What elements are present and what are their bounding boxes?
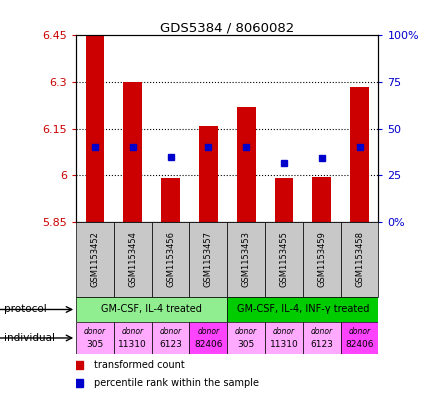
Text: 6123: 6123	[309, 340, 332, 349]
Bar	[227, 297, 378, 322]
Bar	[227, 322, 264, 354]
Text: donor: donor	[348, 327, 370, 336]
Text: donor: donor	[272, 327, 294, 336]
Bar	[198, 126, 217, 222]
Text: GSM1153456: GSM1153456	[166, 231, 175, 287]
Bar	[161, 178, 180, 222]
Bar	[264, 322, 302, 354]
Text: 305: 305	[86, 340, 103, 349]
Text: GSM1153452: GSM1153452	[90, 231, 99, 287]
Bar	[227, 222, 264, 297]
Text: GSM1153458: GSM1153458	[354, 231, 363, 287]
Text: GSM1153453: GSM1153453	[241, 231, 250, 287]
Text: 305: 305	[237, 340, 254, 349]
Text: GM-CSF, IL-4 treated: GM-CSF, IL-4 treated	[101, 305, 202, 314]
Text: donor: donor	[310, 327, 332, 336]
Bar	[349, 87, 368, 222]
Text: 11310: 11310	[118, 340, 147, 349]
Text: GM-CSF, IL-4, INF-γ treated: GM-CSF, IL-4, INF-γ treated	[236, 305, 368, 314]
Text: donor: donor	[159, 327, 181, 336]
Bar	[340, 222, 378, 297]
Bar	[302, 322, 340, 354]
Text: 82406: 82406	[345, 340, 373, 349]
Bar	[151, 222, 189, 297]
Bar	[264, 222, 302, 297]
Bar	[114, 222, 151, 297]
Text: GSM1153454: GSM1153454	[128, 231, 137, 287]
Text: donor: donor	[235, 327, 256, 336]
Bar	[236, 107, 255, 222]
Bar	[189, 222, 227, 297]
Bar	[189, 322, 227, 354]
Text: 82406: 82406	[194, 340, 222, 349]
Bar	[274, 178, 293, 222]
Text: 11310: 11310	[269, 340, 298, 349]
Bar	[151, 322, 189, 354]
Text: protocol: protocol	[4, 305, 47, 314]
Text: GSM1153459: GSM1153459	[316, 231, 326, 287]
Text: donor: donor	[122, 327, 144, 336]
Bar	[114, 322, 151, 354]
Text: transformed count: transformed count	[94, 360, 184, 370]
Text: 6123: 6123	[159, 340, 181, 349]
Text: donor: donor	[84, 327, 106, 336]
Text: GSM1153457: GSM1153457	[204, 231, 212, 287]
Text: individual: individual	[4, 333, 55, 343]
Text: percentile rank within the sample: percentile rank within the sample	[94, 378, 259, 388]
Bar	[340, 322, 378, 354]
Bar	[123, 82, 142, 222]
Bar	[76, 322, 114, 354]
Bar	[85, 35, 104, 222]
Title: GDS5384 / 8060082: GDS5384 / 8060082	[160, 21, 294, 34]
Text: GSM1153455: GSM1153455	[279, 231, 288, 287]
Bar	[76, 222, 114, 297]
Bar	[302, 222, 340, 297]
Text: donor: donor	[197, 327, 219, 336]
Bar	[76, 297, 227, 322]
Bar	[312, 177, 330, 222]
